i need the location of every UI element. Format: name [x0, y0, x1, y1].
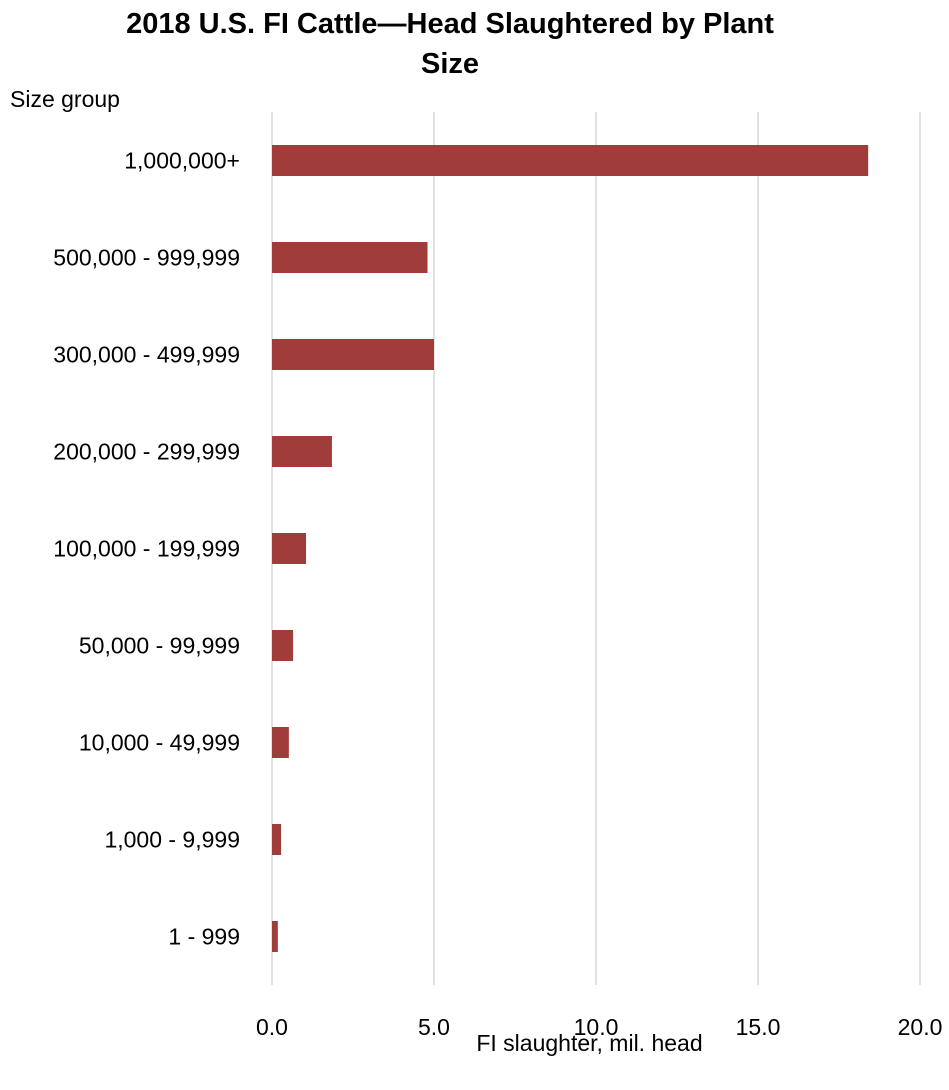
- x-tick-label: 0.0: [256, 1014, 288, 1040]
- bar: [272, 339, 434, 370]
- category-label: 500,000 - 999,999: [53, 245, 240, 271]
- x-tick-labels: 0.0 5.0 10.0 15.0 20.0: [256, 1014, 942, 1040]
- category-label: 300,000 - 499,999: [53, 342, 240, 368]
- category-label: 1 - 999: [168, 924, 240, 950]
- x-axis-title: FI slaughter, mil. head: [476, 1030, 703, 1056]
- y-axis-title: Size group: [10, 86, 120, 112]
- x-tick-label: 10.0: [574, 1014, 619, 1040]
- category-label: 10,000 - 49,999: [79, 730, 240, 756]
- bars: [272, 145, 869, 952]
- bar: [272, 727, 289, 758]
- category-label: 50,000 - 99,999: [79, 633, 240, 659]
- x-tick-label: 20.0: [898, 1014, 943, 1040]
- category-label: 1,000 - 9,999: [104, 827, 240, 853]
- x-tick-label: 15.0: [736, 1014, 781, 1040]
- bar: [272, 145, 869, 176]
- bar: [272, 533, 307, 564]
- bar: [272, 921, 278, 952]
- bar: [272, 630, 294, 661]
- category-label: 100,000 - 199,999: [53, 536, 240, 562]
- category-labels: 1,000,000+ 500,000 - 999,999 300,000 - 499…: [53, 148, 240, 950]
- bar: [272, 824, 282, 855]
- category-label: 200,000 - 299,999: [53, 439, 240, 465]
- chart-title: 2018 U.S. FI Cattle—Head Slaughtered by …: [126, 8, 774, 80]
- category-label: 1,000,000+: [124, 148, 240, 174]
- x-tick-label: 5.0: [418, 1014, 450, 1040]
- bar: [272, 242, 428, 273]
- bar: [272, 436, 332, 467]
